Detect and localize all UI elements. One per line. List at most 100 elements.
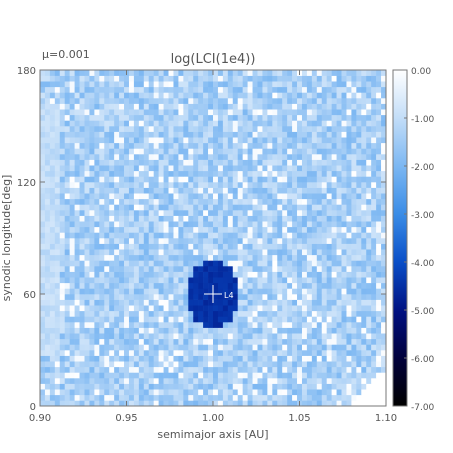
- heatmap-cell: [163, 131, 169, 138]
- heatmap-cell: [272, 198, 278, 205]
- heatmap-cell: [69, 176, 75, 183]
- heatmap-cell: [306, 366, 313, 373]
- heatmap-cell: [272, 232, 278, 239]
- heatmap-cell: [257, 316, 263, 323]
- heatmap-cell: [158, 294, 164, 300]
- heatmap-cell: [158, 254, 164, 261]
- heatmap-cell: [44, 260, 51, 267]
- heatmap-cell: [381, 238, 386, 244]
- heatmap-cell: [153, 114, 159, 121]
- heatmap-cell: [287, 137, 293, 144]
- heatmap-cell: [44, 81, 51, 88]
- heatmap-cell: [297, 322, 303, 328]
- heatmap-cell: [292, 204, 298, 211]
- heatmap-cell: [306, 294, 313, 300]
- heatmap-cell: [257, 98, 263, 104]
- heatmap-cell: [262, 383, 268, 390]
- heatmap-cell: [213, 109, 219, 116]
- heatmap-cell: [54, 142, 61, 149]
- heatmap-cell: [361, 92, 367, 99]
- heatmap-cell: [64, 193, 70, 200]
- heatmap-cell: [188, 98, 194, 104]
- heatmap-cell: [242, 92, 248, 99]
- heatmap-cell: [44, 282, 51, 289]
- heatmap-cell: [262, 187, 268, 194]
- heatmap-cell: [341, 355, 347, 362]
- heatmap-cell: [257, 378, 263, 384]
- heatmap-cell: [84, 98, 90, 104]
- heatmap-cell: [371, 148, 377, 155]
- heatmap-cell: [311, 305, 318, 312]
- heatmap-cell: [311, 327, 318, 334]
- heatmap-cell: [208, 81, 214, 88]
- heatmap-cell: [346, 372, 352, 379]
- heatmap-cell: [257, 372, 263, 379]
- heatmap-cell: [252, 394, 258, 401]
- heatmap-cell: [119, 378, 125, 384]
- heatmap-cell: [297, 389, 303, 396]
- heatmap-cell: [138, 305, 145, 312]
- heatmap-cell: [168, 355, 174, 362]
- heatmap-cell: [227, 170, 234, 177]
- heatmap-cell: [153, 260, 159, 267]
- heatmap-cell: [222, 165, 229, 172]
- heatmap-cell: [74, 204, 80, 211]
- heatmap-cell: [301, 159, 308, 166]
- heatmap-cell: [99, 305, 105, 312]
- heatmap-cell: [158, 159, 164, 166]
- heatmap-cell: [69, 187, 75, 194]
- heatmap-cell: [89, 182, 95, 188]
- heatmap-cell: [143, 238, 150, 244]
- heatmap-cell: [163, 148, 169, 155]
- heatmap-cell: [242, 187, 248, 194]
- heatmap-cell: [168, 142, 174, 149]
- heatmap-cell: [376, 232, 382, 239]
- heatmap-cell: [267, 193, 273, 200]
- heatmap-cell: [138, 109, 145, 116]
- heatmap-cell: [346, 154, 352, 160]
- heatmap-cell: [252, 170, 258, 177]
- heatmap-cell: [168, 187, 174, 194]
- heatmap-cell: [99, 316, 105, 323]
- heatmap-cell: [361, 389, 367, 396]
- heatmap-cell: [252, 366, 258, 373]
- heatmap-cell: [188, 182, 194, 188]
- heatmap-cell: [282, 86, 288, 93]
- heatmap-cell: [257, 187, 263, 194]
- heatmap-cell: [163, 372, 169, 379]
- heatmap-cell: [301, 193, 308, 200]
- heatmap-cell: [89, 109, 95, 116]
- heatmap-cell: [311, 294, 318, 300]
- heatmap-cell: [89, 142, 95, 149]
- heatmap-cell: [346, 131, 352, 138]
- heatmap-cell: [366, 400, 372, 406]
- heatmap-cell: [54, 383, 61, 390]
- heatmap-cell: [242, 383, 248, 390]
- heatmap-cell: [208, 193, 214, 200]
- heatmap-cell: [128, 215, 135, 222]
- heatmap-cell: [54, 266, 61, 272]
- heatmap-cell: [143, 165, 150, 172]
- heatmap-cell: [356, 260, 362, 267]
- heatmap-cell: [183, 288, 189, 295]
- heatmap-cell: [203, 361, 209, 368]
- heatmap-cell: [203, 294, 209, 300]
- heatmap-cell: [257, 260, 263, 267]
- heatmap-cell: [143, 260, 150, 267]
- heatmap-cell: [133, 226, 140, 233]
- heatmap-cell: [257, 266, 263, 272]
- heatmap-cell: [119, 176, 125, 183]
- heatmap-cell: [138, 75, 145, 82]
- heatmap-cell: [227, 238, 234, 244]
- heatmap-cell: [252, 176, 258, 183]
- heatmap-cell: [138, 176, 145, 183]
- heatmap-cell: [341, 86, 347, 93]
- heatmap-cell: [173, 271, 179, 278]
- heatmap-cell: [203, 249, 209, 256]
- heatmap-cell: [277, 316, 283, 323]
- heatmap-cell: [94, 394, 100, 401]
- heatmap-cell: [336, 383, 342, 390]
- heatmap-cell: [74, 120, 80, 127]
- heatmap-cell: [321, 81, 327, 88]
- heatmap-cell: [163, 137, 169, 144]
